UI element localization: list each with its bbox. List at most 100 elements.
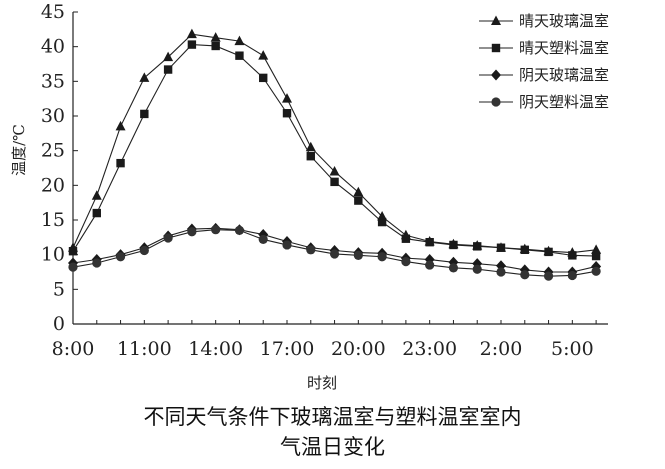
data-point bbox=[401, 234, 411, 243]
y-tick-label: 40 bbox=[41, 36, 65, 58]
data-point bbox=[258, 234, 268, 245]
data-point bbox=[139, 245, 149, 256]
x-tick-label: 20:00 bbox=[331, 338, 386, 360]
data-point bbox=[116, 158, 125, 168]
series-line bbox=[72, 44, 597, 257]
data-point bbox=[139, 72, 150, 82]
data-point bbox=[543, 271, 554, 281]
data-point bbox=[92, 258, 102, 268]
y-tick-label: 0 bbox=[53, 313, 65, 335]
data-point bbox=[401, 257, 411, 267]
data-point bbox=[377, 252, 387, 262]
legend-item-2: 晴天塑料温室 bbox=[479, 39, 609, 57]
chart: 0 5 10 15 20 25 30 35 40 45 8:00 11:00 14:00 17:00 20:… bbox=[10, 1, 609, 392]
data-point bbox=[472, 264, 482, 274]
x-tick-label: 11:00 bbox=[117, 338, 172, 360]
data-point bbox=[258, 50, 269, 60]
data-point bbox=[306, 245, 316, 255]
data-point bbox=[235, 51, 244, 60]
data-point bbox=[68, 262, 78, 272]
data-point bbox=[140, 109, 149, 119]
y-tick-label: 35 bbox=[41, 70, 65, 92]
caption-line-1: 不同天气条件下玻璃温室与塑料温室室内 bbox=[143, 405, 522, 429]
y-tick-label: 20 bbox=[41, 174, 65, 196]
series-layer bbox=[68, 28, 602, 281]
caption-line-2: 气温日变化 bbox=[280, 435, 385, 459]
legend-marker bbox=[491, 15, 501, 25]
legend-item-1: 晴天玻璃温室 bbox=[479, 12, 609, 30]
data-point bbox=[496, 243, 506, 252]
data-point bbox=[163, 233, 173, 243]
data-point bbox=[520, 245, 529, 255]
data-point bbox=[354, 196, 363, 205]
data-point bbox=[210, 32, 221, 42]
legend-item-4: 阴天塑料温室 bbox=[479, 93, 609, 111]
series-line bbox=[72, 33, 597, 254]
data-point bbox=[186, 28, 197, 39]
x-axis-label: 时刻 bbox=[307, 374, 337, 392]
series-2 bbox=[68, 40, 601, 261]
data-point bbox=[567, 270, 577, 281]
y-tick-label: 25 bbox=[41, 140, 65, 162]
legend-label: 阴天玻璃温室 bbox=[519, 66, 609, 84]
y-tick-label: 15 bbox=[41, 209, 65, 231]
x-tick-label: 5:00 bbox=[551, 338, 594, 360]
data-point bbox=[568, 251, 577, 260]
data-point bbox=[329, 249, 340, 259]
data-point bbox=[234, 225, 245, 235]
data-point bbox=[425, 260, 435, 270]
x-tick-label: 8:00 bbox=[52, 338, 95, 360]
legend-label: 晴天玻璃温室 bbox=[519, 12, 609, 30]
x-tick-label: 17:00 bbox=[260, 338, 315, 360]
data-point bbox=[496, 267, 506, 277]
x-tick-label: 23:00 bbox=[402, 338, 457, 360]
data-point bbox=[68, 247, 78, 256]
y-tick-label: 10 bbox=[41, 244, 65, 266]
data-point bbox=[473, 242, 482, 251]
data-point bbox=[282, 109, 292, 118]
y-tick-label: 45 bbox=[41, 1, 65, 23]
series-4 bbox=[68, 225, 601, 281]
data-point bbox=[329, 165, 340, 176]
data-point bbox=[115, 252, 126, 262]
legend-label: 晴天塑料温室 bbox=[519, 39, 609, 57]
data-point bbox=[591, 244, 602, 254]
legend-marker bbox=[491, 69, 501, 81]
data-point bbox=[591, 266, 601, 276]
data-point bbox=[425, 237, 434, 247]
legend-marker bbox=[491, 43, 501, 53]
x-tick-label: 14:00 bbox=[188, 338, 243, 360]
y-tick-label: 5 bbox=[53, 278, 65, 300]
data-point bbox=[234, 35, 245, 46]
data-point bbox=[544, 247, 553, 257]
axes: 0 5 10 15 20 25 30 35 40 45 8:00 11:00 14:00 17:00 20:… bbox=[41, 1, 608, 360]
data-point bbox=[211, 41, 220, 51]
data-point bbox=[448, 263, 459, 273]
data-point bbox=[163, 65, 173, 74]
data-point bbox=[282, 93, 292, 103]
data-point bbox=[187, 40, 197, 49]
data-point bbox=[91, 190, 102, 200]
y-axis-label: 温度/℃ bbox=[10, 124, 28, 176]
data-point bbox=[92, 208, 101, 218]
data-point bbox=[591, 251, 601, 261]
data-point bbox=[520, 270, 530, 280]
data-point bbox=[211, 225, 221, 235]
data-point bbox=[282, 240, 292, 250]
legend-item-3: 阴天玻璃温室 bbox=[479, 66, 609, 84]
data-point bbox=[353, 250, 363, 260]
data-point bbox=[306, 152, 315, 161]
legend-marker bbox=[491, 97, 501, 107]
x-tick-label: 2:00 bbox=[480, 338, 523, 360]
y-tick-label: 30 bbox=[41, 105, 65, 127]
data-point bbox=[163, 51, 174, 62]
data-point bbox=[353, 186, 364, 197]
data-point bbox=[259, 73, 268, 83]
data-point bbox=[377, 217, 387, 227]
series-1 bbox=[68, 28, 602, 257]
data-point bbox=[305, 141, 316, 152]
data-point bbox=[115, 120, 126, 131]
data-point bbox=[187, 227, 197, 237]
data-point bbox=[330, 177, 339, 187]
